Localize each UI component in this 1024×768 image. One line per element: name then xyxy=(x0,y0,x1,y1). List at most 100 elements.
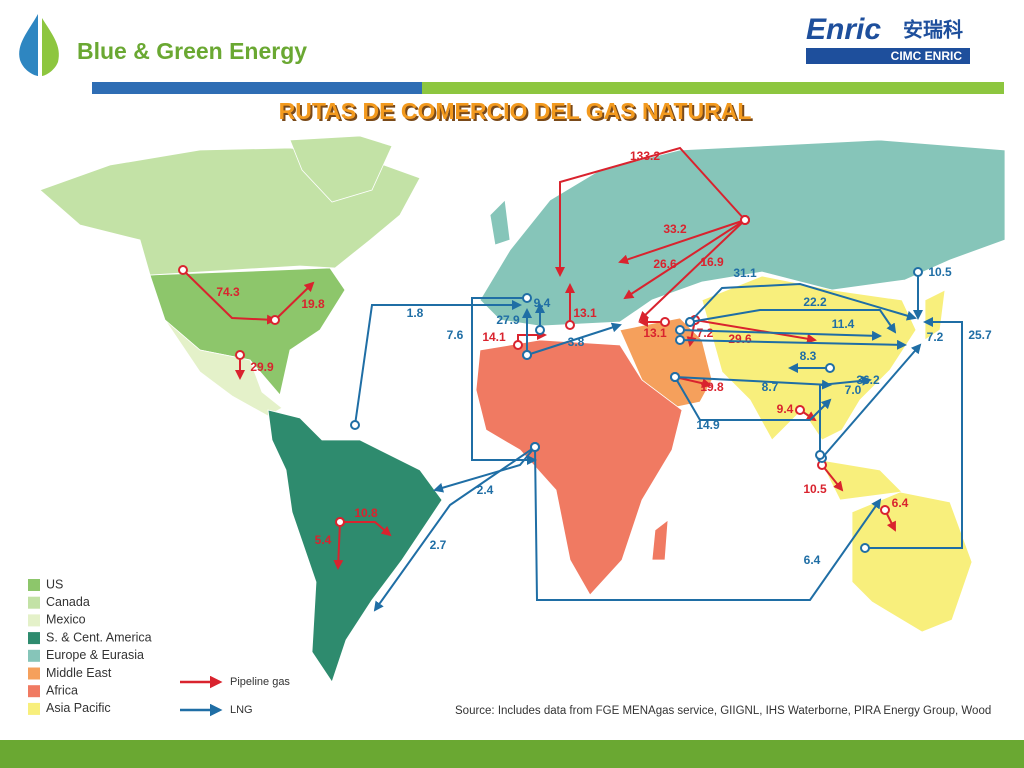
legend-swatch xyxy=(28,702,40,715)
route-arrow xyxy=(679,329,882,341)
flow-label: 133.2 xyxy=(630,149,660,163)
header-bar xyxy=(422,82,1004,94)
route-arrow xyxy=(689,282,917,323)
legend-label: Africa xyxy=(46,683,78,697)
legend-label: Mexico xyxy=(46,613,86,627)
title: RUTAS DE COMERCIO DEL GAS NATURAL xyxy=(279,98,752,124)
route-arrow xyxy=(694,319,817,344)
route-arrow xyxy=(638,219,746,322)
route-origin xyxy=(675,335,685,345)
legend-swatch xyxy=(28,579,40,591)
route-arrow xyxy=(433,446,536,493)
route-origin xyxy=(522,293,532,303)
route-origin xyxy=(513,340,523,350)
legend-label: Pipeline gas xyxy=(230,676,290,688)
flow-label: 11.4 xyxy=(832,317,855,331)
flow-label: 7.2 xyxy=(927,330,944,344)
logo-drop xyxy=(19,14,38,76)
brand: Blue & Green Energy xyxy=(77,38,307,64)
map: 133.2 33.2 26.6 16.9 13.1 13.1 7.2 29.6 14.1 19.8… xyxy=(39,135,1006,683)
flow-label: 33.2 xyxy=(663,222,687,236)
logo-band xyxy=(806,48,970,64)
route-origin xyxy=(825,363,835,373)
route-arrow xyxy=(674,376,712,389)
flow-label: 10.8 xyxy=(354,506,378,520)
flow-label: 14.1 xyxy=(482,330,506,344)
region xyxy=(489,199,511,246)
logo-sub: CIMC ENRIC xyxy=(891,49,963,63)
flow-label: 29.6 xyxy=(728,332,752,346)
legend-label: Asia Pacific xyxy=(46,701,111,715)
route-origin xyxy=(335,517,345,527)
region xyxy=(267,409,443,683)
legend-swatch xyxy=(28,632,40,645)
route-arrow xyxy=(274,281,315,321)
flow-label: 16.9 xyxy=(700,255,724,269)
legend-label: Europe & Eurasia xyxy=(46,648,144,662)
route-arrow xyxy=(471,297,537,465)
route-arrow xyxy=(819,375,872,455)
legend-label: Canada xyxy=(46,595,90,609)
flow-label: 10.5 xyxy=(928,265,952,279)
legend-label: Middle East xyxy=(46,666,112,680)
flow-label: 8.7 xyxy=(762,380,779,394)
region xyxy=(701,275,917,441)
region xyxy=(851,491,973,633)
flow-label: 9.4 xyxy=(777,402,794,416)
flow-label: 74.3 xyxy=(216,285,240,299)
legend-swatch xyxy=(28,667,40,680)
route-arrow xyxy=(821,343,922,459)
legend-swatch xyxy=(28,596,40,609)
route-origin xyxy=(178,265,188,275)
route-arrow xyxy=(865,317,963,549)
flow-label: 25.7 xyxy=(968,328,992,342)
flow-label: 8.3 xyxy=(800,349,817,363)
flow-label: 19.8 xyxy=(301,297,325,311)
route-origin xyxy=(530,442,540,452)
title-shadow: RUTAS DE COMERCIO DEL GAS NATURAL xyxy=(281,100,754,126)
region xyxy=(475,339,683,596)
route-arrow xyxy=(555,146,746,277)
legend-swatch xyxy=(28,614,40,627)
flow-label: 6.4 xyxy=(892,496,909,510)
route-arrow xyxy=(679,339,907,350)
route-origin xyxy=(675,325,685,335)
flow-label: 6.4 xyxy=(804,553,821,567)
flow-label: 7.2 xyxy=(697,326,714,340)
flow-label: 22.2 xyxy=(803,295,827,309)
flow-label: 5.4 xyxy=(315,533,332,547)
route-origin xyxy=(685,317,695,327)
route-origin xyxy=(913,267,923,277)
route-origin xyxy=(235,350,245,360)
flow-label: 31.1 xyxy=(733,266,757,280)
flow-label: 2.4 xyxy=(477,483,494,497)
route-origin xyxy=(522,350,532,360)
legend-label: US xyxy=(46,577,63,591)
flow-label: 1.8 xyxy=(407,306,424,320)
route-origin xyxy=(350,420,360,430)
footer-band xyxy=(0,740,1024,768)
legend-swatch xyxy=(28,685,40,698)
route-arrow xyxy=(333,521,344,570)
route-arrow xyxy=(821,464,844,492)
route-origin xyxy=(670,372,680,382)
flow-label: 13.1 xyxy=(643,326,667,340)
route-origin xyxy=(795,405,805,415)
flow-label: 26.6 xyxy=(653,257,677,271)
flow-label: 19.8 xyxy=(700,380,724,394)
flow-label: 7.6 xyxy=(447,328,464,342)
route-origin xyxy=(660,317,670,327)
route-origin xyxy=(535,325,545,335)
flow-label: 9.4 xyxy=(534,296,551,310)
route-arrow xyxy=(340,521,392,537)
region xyxy=(164,319,283,417)
route-origin xyxy=(860,543,870,553)
legend-swatch xyxy=(28,649,40,662)
route-origin xyxy=(270,315,280,325)
legend-label: LNG xyxy=(230,704,253,716)
flow-label: 29.9 xyxy=(250,360,274,374)
route-origin xyxy=(815,450,825,460)
route-arrow xyxy=(623,219,746,300)
route-origin xyxy=(740,215,750,225)
route-arrow xyxy=(674,376,832,390)
